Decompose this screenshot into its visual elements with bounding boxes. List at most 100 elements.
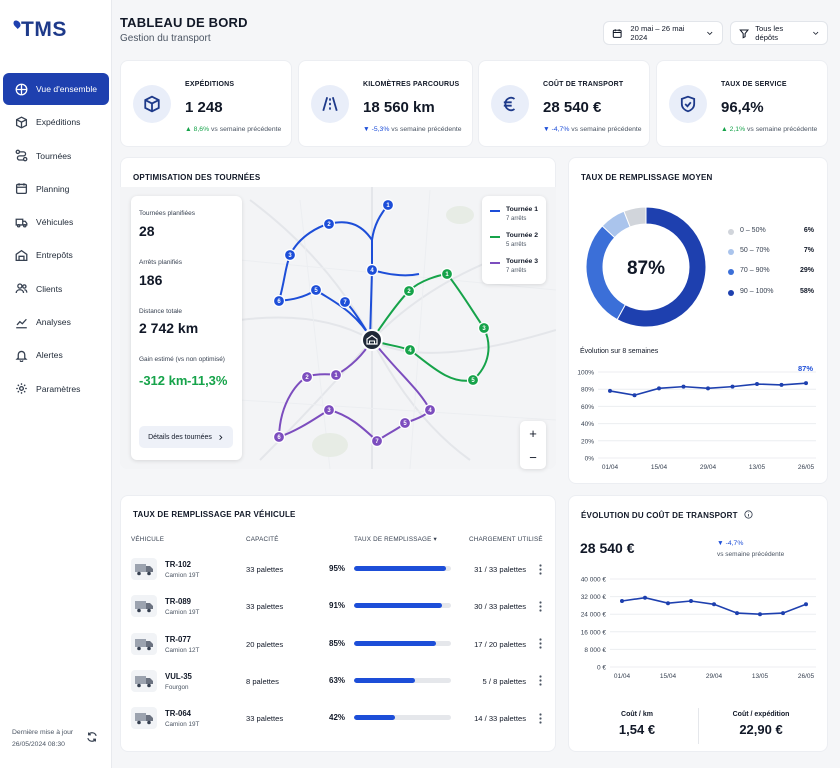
data-point[interactable] [681, 384, 686, 389]
data-point[interactable] [608, 388, 612, 393]
zoom-out-button[interactable]: − [529, 449, 537, 465]
route-details-button[interactable]: Détails des tournées [139, 426, 233, 448]
sidebar-item-settings[interactable]: Paramètres [3, 373, 109, 405]
table-row[interactable]: VUL-35 Fourgon 8 palettes 63% 5 / 8 palettes [131, 667, 547, 697]
sidebar-item-label: Entrepôts [36, 250, 73, 261]
box-icon [15, 116, 28, 129]
sidebar-item-alerts[interactable]: Alertes [3, 339, 109, 371]
vehicle-capacity: 20 palettes [246, 639, 284, 649]
data-point[interactable] [643, 595, 647, 600]
sidebar-item-planning[interactable]: Planning [3, 173, 109, 205]
legend-swatch [490, 262, 500, 264]
users-icon [15, 283, 28, 294]
logo[interactable]: TMS [12, 18, 67, 42]
calendar-icon [612, 28, 622, 38]
kpi-card-cost[interactable]: COÛT DE TRANSPORT 28 540 € ▼ -4,7% vs se… [478, 60, 650, 147]
chevron-down-icon [812, 31, 818, 35]
data-point[interactable] [804, 381, 808, 386]
kpi-delta-value: -4,7% [551, 126, 570, 133]
data-point[interactable] [666, 601, 670, 606]
legend-value: 29% [799, 267, 814, 274]
more-options-icon[interactable] [533, 561, 547, 577]
donut-legend-item: 0 – 50% 6% [728, 226, 814, 238]
table-row[interactable]: TR-102 Camion 19T 33 palettes 95% 31 / 33 pa… [131, 555, 547, 585]
refresh-icon[interactable] [86, 731, 98, 743]
sidebar-item-routes[interactable]: Tournées [3, 140, 109, 172]
sidebar-item-vehicles[interactable]: Véhicules [3, 206, 109, 238]
data-point[interactable] [755, 382, 759, 387]
last-update: Dernière mise à jour 26/05/2024 08:30 [12, 727, 73, 751]
kpi-card-service-rate[interactable]: TAUX DE SERVICE 96,4% ▲ 2,1% vs semaine … [656, 60, 828, 147]
legend-label: 50 – 70% [740, 247, 770, 254]
donut-segment[interactable] [585, 225, 626, 321]
info-icon[interactable] [744, 510, 753, 519]
more-options-icon[interactable] [533, 673, 547, 689]
vehicle-fill-card: TAUX DE REMPLISSAGE PAR VÉHICULE [120, 495, 556, 752]
data-point[interactable] [706, 386, 710, 391]
shield-check-icon [680, 95, 696, 113]
x-tick-label: 29/04 [700, 464, 717, 471]
x-tick-label: 01/04 [602, 464, 619, 471]
route-legend: Tournée 1 7 arrêts Tournée 2 5 arrêts To… [482, 196, 546, 284]
vehicle-fill-pct: 91% [329, 601, 346, 611]
donut-segment[interactable] [616, 206, 707, 328]
data-point[interactable] [779, 382, 784, 387]
vehicle-load: 30 / 33 palettes [474, 602, 526, 612]
data-point[interactable] [804, 602, 808, 607]
route-stop-label: 4 [408, 348, 412, 354]
vehicle-id: VUL-35 [165, 671, 192, 681]
data-point[interactable] [758, 612, 762, 617]
data-point[interactable] [689, 599, 693, 603]
kpi-delta-value: 2,1% [729, 126, 746, 133]
data-point[interactable] [735, 611, 739, 616]
y-tick-label: 20% [581, 438, 594, 445]
road-icon [322, 96, 338, 112]
more-options-icon[interactable] [533, 598, 547, 614]
sidebar-item-label: Analyses [36, 317, 71, 328]
route-stop-label: 6 [277, 299, 281, 305]
sidebar-item-clients[interactable]: Clients [3, 273, 109, 305]
kpi-card-distance[interactable]: KILOMÈTRES PARCOURUS 18 560 km ▼ -5,3% v… [298, 60, 473, 147]
data-point[interactable] [730, 384, 735, 389]
sidebar-item-overview[interactable]: Vue d'ensemble [3, 73, 109, 105]
kpi-card-shipments[interactable]: EXPÉDITIONS 1 248 ▲ 8,6% vs semaine préc… [120, 60, 292, 147]
data-point[interactable] [657, 386, 661, 391]
route-stop-label: 7 [343, 300, 347, 306]
sidebar-item-analytics[interactable]: Analyses [3, 306, 109, 338]
sidebar-nav: Vue d'ensemble Expéditions Tournées Plan… [3, 73, 109, 406]
sidebar-item-warehouses[interactable]: Entrepôts [3, 239, 109, 271]
depot-filter[interactable]: Tous les dépôts [730, 21, 828, 45]
kpi-delta-text: vs semaine précédente [211, 126, 282, 133]
trend-up-icon: ▲ [721, 126, 728, 133]
donut-segment[interactable] [623, 206, 647, 228]
cost-total-value: 28 540 € [580, 540, 635, 556]
zoom-in-button[interactable]: + [529, 425, 537, 441]
kpi-delta: ▼ -5,3% vs semaine précédente [363, 126, 462, 133]
kpi-icon-wrap [133, 85, 171, 123]
legend-name: Tournée 2 [506, 232, 538, 239]
legend-stops: 5 arrêts [506, 242, 527, 248]
sidebar-item-shipments[interactable]: Expéditions [3, 106, 109, 138]
gear-icon [16, 383, 27, 394]
column-header-fill-rate[interactable]: TAUX DE REMPLISSAGE ▾ [354, 536, 437, 543]
data-point[interactable] [712, 602, 716, 607]
table-row[interactable]: TR-089 Camion 19T 33 palettes 91% 30 / 33 pa… [131, 592, 547, 622]
data-point[interactable] [781, 611, 785, 616]
data-point[interactable] [620, 599, 624, 603]
date-range-picker[interactable]: 20 mai – 26 mai 2024 [603, 21, 723, 45]
route-stop-label: 7 [375, 439, 379, 445]
table-row[interactable]: TR-077 Camion 12T 20 palettes 85% 17 / 20 pa… [131, 630, 547, 660]
vehicle-capacity: 33 palettes [246, 602, 284, 612]
chevron-down-icon [707, 31, 713, 35]
data-point[interactable] [632, 393, 637, 398]
card-title: ÉVOLUTION DU COÛT DE TRANSPORT [581, 510, 753, 520]
more-options-icon[interactable] [533, 636, 547, 652]
trend-last-value: 87% [798, 364, 814, 373]
fill-progress [354, 715, 395, 721]
more-options-icon[interactable] [533, 710, 547, 726]
y-tick-label: 80% [581, 387, 594, 394]
legend-name: Tournée 1 [506, 206, 538, 213]
table-row[interactable]: TR-064 Camion 19T 33 palettes 42% 14 / 33 pa… [131, 704, 547, 734]
fill-progress [354, 640, 437, 646]
fill-progress-bar [354, 640, 451, 646]
